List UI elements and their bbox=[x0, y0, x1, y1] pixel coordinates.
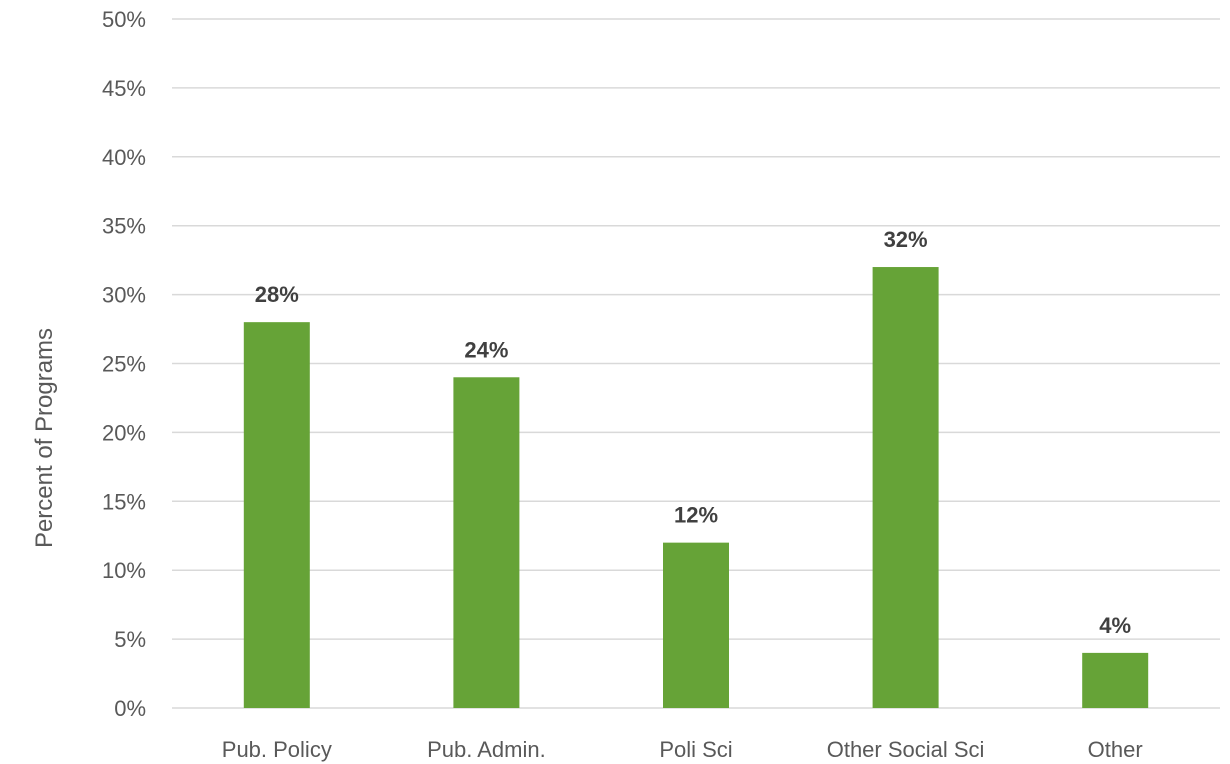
data-label: 28% bbox=[255, 282, 299, 307]
bar bbox=[872, 267, 939, 708]
y-tick-label: 35% bbox=[102, 214, 146, 239]
data-label: 12% bbox=[674, 503, 718, 528]
bar bbox=[243, 322, 310, 708]
y-axis-title: Percent of Programs bbox=[31, 328, 58, 548]
x-tick-label: Other Social Sci bbox=[827, 737, 985, 762]
x-tick-label: Poli Sci bbox=[659, 737, 732, 762]
y-tick-label: 15% bbox=[102, 489, 146, 514]
y-tick-label: 50% bbox=[102, 7, 146, 32]
data-label: 4% bbox=[1099, 613, 1131, 638]
bar bbox=[663, 542, 729, 708]
bars bbox=[243, 267, 1149, 708]
x-tick-label: Other bbox=[1088, 737, 1143, 762]
y-axis-ticks: 0% 5% 10% 15% 20% 25% 30% 35% 40% 45% 50% bbox=[102, 7, 146, 721]
x-axis-ticks: Pub. Policy Pub. Admin. Poli Sci Other Soci… bbox=[222, 737, 1143, 762]
x-tick-label: Pub. Admin. bbox=[427, 737, 546, 762]
x-tick-label: Pub. Policy bbox=[222, 737, 332, 762]
data-label: 32% bbox=[884, 227, 928, 252]
bar bbox=[1082, 652, 1149, 708]
y-tick-label: 0% bbox=[114, 696, 146, 721]
y-tick-label: 5% bbox=[114, 627, 146, 652]
y-tick-label: 30% bbox=[102, 283, 146, 308]
y-tick-label: 40% bbox=[102, 145, 146, 170]
bar bbox=[453, 377, 520, 708]
gridlines bbox=[172, 18, 1220, 709]
data-labels: 28% 24% 12% 32% 4% bbox=[255, 227, 1131, 638]
data-label: 24% bbox=[464, 337, 508, 362]
y-tick-label: 10% bbox=[102, 558, 146, 583]
y-tick-label: 25% bbox=[102, 352, 146, 377]
y-tick-label: 20% bbox=[102, 420, 146, 445]
y-tick-label: 45% bbox=[102, 76, 146, 101]
